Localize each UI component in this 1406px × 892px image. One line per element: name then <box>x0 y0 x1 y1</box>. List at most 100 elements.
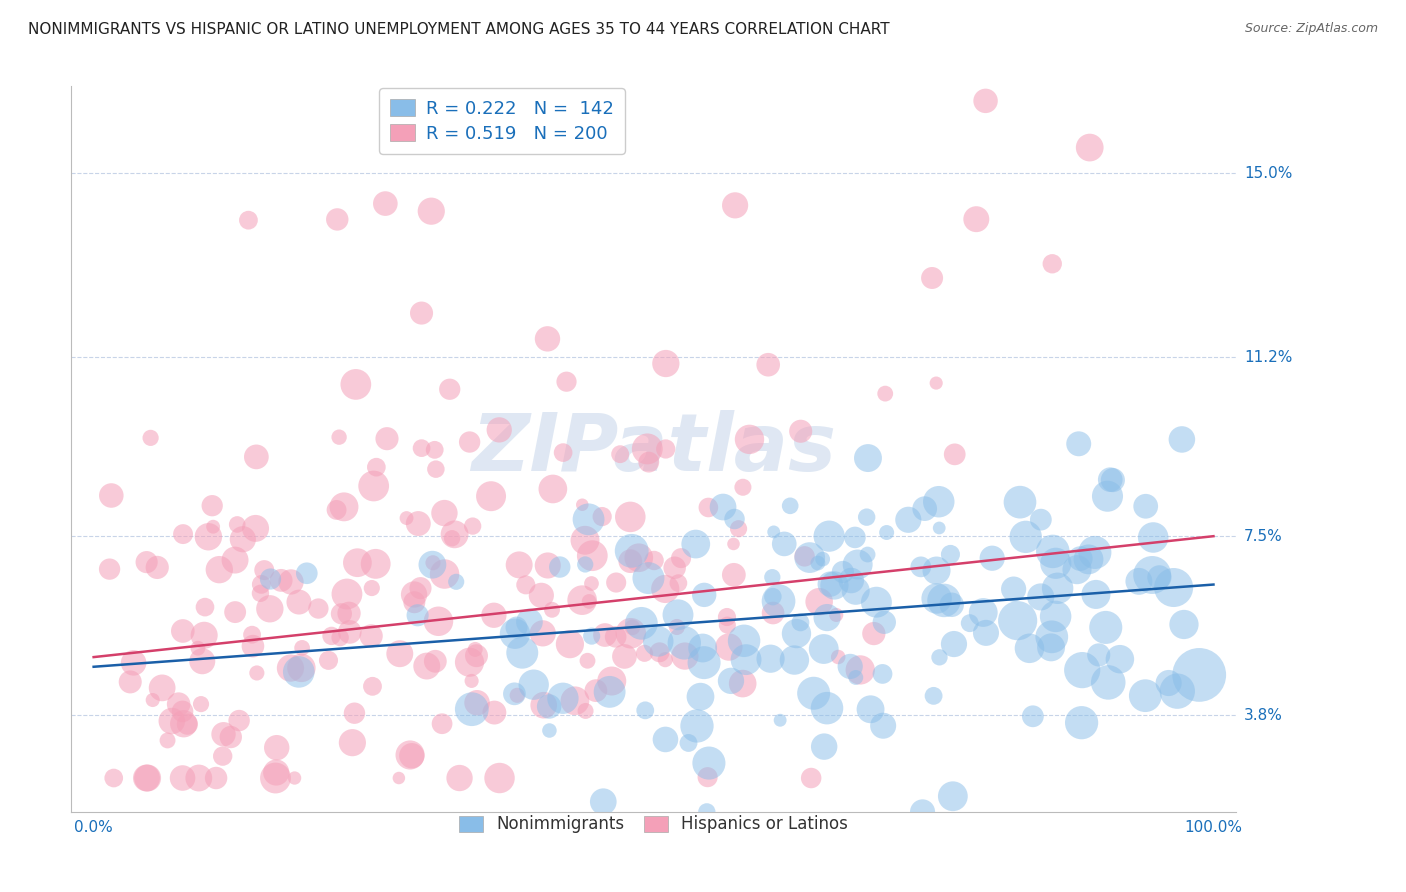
Point <box>1135 500 1157 514</box>
Point <box>578 512 600 526</box>
Point <box>364 557 387 571</box>
Point <box>673 636 696 650</box>
Point <box>643 553 665 567</box>
Point <box>167 697 190 711</box>
Point <box>723 567 745 582</box>
Point <box>723 512 745 526</box>
Point <box>399 747 422 762</box>
Point <box>280 661 302 675</box>
Point <box>395 511 418 525</box>
Point <box>205 771 228 785</box>
Point <box>201 499 224 513</box>
Point <box>820 577 842 591</box>
Point <box>176 717 198 731</box>
Point <box>333 500 356 514</box>
Text: 3.8%: 3.8% <box>1244 707 1284 723</box>
Point <box>264 765 287 780</box>
Point <box>1171 433 1194 447</box>
Point <box>576 654 599 668</box>
Point <box>505 620 527 634</box>
Point <box>761 570 783 584</box>
Point <box>1109 652 1132 666</box>
Point <box>574 533 596 548</box>
Point <box>212 727 235 741</box>
Point <box>264 771 287 785</box>
Point <box>756 358 779 372</box>
Point <box>336 587 359 601</box>
Point <box>793 549 815 564</box>
Point <box>250 577 273 591</box>
Point <box>98 562 121 576</box>
Point <box>329 631 352 645</box>
Point <box>465 696 488 710</box>
Point <box>326 212 349 227</box>
Point <box>1029 590 1052 604</box>
Point <box>172 705 194 719</box>
Point <box>232 533 254 547</box>
Point <box>321 629 343 643</box>
Point <box>280 574 302 589</box>
Point <box>409 581 432 595</box>
Point <box>553 445 575 459</box>
Point <box>863 626 886 640</box>
Point <box>287 665 309 679</box>
Point <box>627 550 650 565</box>
Point <box>620 626 643 640</box>
Point <box>541 603 564 617</box>
Point <box>696 805 718 819</box>
Point <box>574 704 596 718</box>
Point <box>197 530 219 544</box>
Point <box>943 447 966 461</box>
Point <box>876 525 898 540</box>
Point <box>666 607 689 622</box>
Point <box>827 650 849 665</box>
Point <box>1007 614 1029 628</box>
Point <box>581 629 603 643</box>
Point <box>692 640 714 655</box>
Point <box>361 679 384 693</box>
Point <box>190 697 212 711</box>
Point <box>648 645 671 659</box>
Point <box>1084 587 1107 601</box>
Point <box>1077 552 1099 566</box>
Point <box>581 576 603 591</box>
Point <box>654 732 676 747</box>
Point <box>605 575 627 590</box>
Point <box>959 616 981 631</box>
Point <box>1102 473 1125 487</box>
Point <box>783 653 806 667</box>
Point <box>1149 570 1171 584</box>
Point <box>325 503 347 517</box>
Point <box>619 554 641 568</box>
Point <box>406 608 429 623</box>
Point <box>1040 257 1063 271</box>
Point <box>689 690 711 704</box>
Point <box>224 605 246 619</box>
Point <box>100 488 122 502</box>
Point <box>259 572 281 586</box>
Point <box>928 650 950 665</box>
Point <box>228 714 250 728</box>
Point <box>849 663 872 677</box>
Point <box>388 771 411 785</box>
Point <box>187 771 209 785</box>
Point <box>925 591 948 606</box>
Point <box>1045 609 1067 624</box>
Point <box>823 578 845 592</box>
Point <box>240 628 263 642</box>
Point <box>488 423 510 437</box>
Point <box>433 506 456 520</box>
Point <box>789 615 811 630</box>
Point <box>1157 676 1180 690</box>
Point <box>941 598 963 612</box>
Point <box>825 607 848 622</box>
Point <box>1163 581 1185 595</box>
Point <box>194 600 217 615</box>
Point <box>815 610 838 624</box>
Point <box>731 480 754 494</box>
Text: 15.0%: 15.0% <box>1244 166 1292 181</box>
Point <box>839 574 862 588</box>
Point <box>807 556 830 570</box>
Point <box>655 357 678 371</box>
Point <box>846 558 869 572</box>
